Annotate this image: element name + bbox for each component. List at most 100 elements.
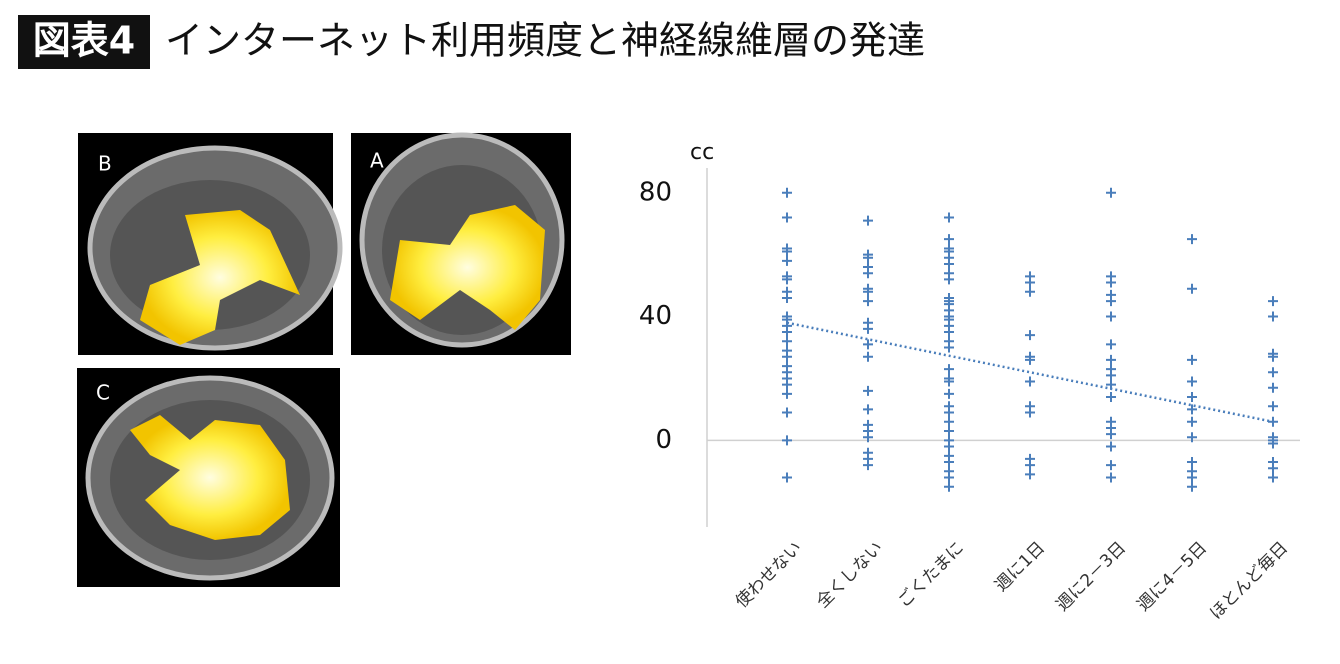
point (1106, 441, 1116, 452)
point (1106, 187, 1116, 198)
badge-bg (18, 15, 150, 69)
y-tick-label: 40 (639, 301, 672, 331)
point (1187, 404, 1197, 415)
y-tick-label: 80 (639, 177, 672, 207)
panel-label: A (370, 149, 384, 173)
point (1268, 416, 1278, 427)
brain-b: B (78, 133, 343, 355)
point (1025, 460, 1035, 471)
point (782, 187, 792, 198)
point (1025, 376, 1035, 387)
point (944, 364, 954, 375)
point (944, 441, 954, 452)
point (1268, 296, 1278, 307)
y-axis-label: cc (690, 140, 714, 165)
point (782, 379, 792, 390)
point (944, 376, 954, 387)
point (1268, 367, 1278, 378)
point (863, 432, 873, 443)
x-tick-label: ごくたまに (894, 538, 968, 612)
point (1025, 330, 1035, 341)
point (782, 292, 792, 303)
point (1268, 463, 1278, 474)
point (782, 472, 792, 483)
point (1106, 429, 1116, 440)
point (944, 327, 954, 338)
point (1025, 286, 1035, 297)
point (863, 296, 873, 307)
x-tick-label: 週に1日 (991, 538, 1049, 596)
point (782, 246, 792, 257)
point (1268, 351, 1278, 362)
point (782, 388, 792, 399)
point (1268, 438, 1278, 449)
point (944, 212, 954, 223)
point (944, 472, 954, 483)
point (944, 258, 954, 269)
point (944, 407, 954, 418)
x-tick-label: ほとんど毎日 (1206, 538, 1292, 624)
point (944, 234, 954, 245)
x-tick-label: 週に4－5日 (1134, 538, 1212, 616)
point (1106, 311, 1116, 322)
x-tick-label: 全くしない (813, 538, 887, 612)
point (1187, 354, 1197, 365)
point (1106, 354, 1116, 365)
point (1268, 382, 1278, 393)
point (1187, 234, 1197, 245)
point (1106, 472, 1116, 483)
point (863, 351, 873, 362)
point (782, 255, 792, 266)
point (944, 481, 954, 492)
point (944, 342, 954, 353)
point (863, 215, 873, 226)
x-tick-label: 週に2－3日 (1053, 538, 1131, 616)
point (782, 327, 792, 338)
point (863, 385, 873, 396)
point (1187, 481, 1197, 492)
brain-a: A (351, 132, 571, 355)
point (782, 336, 792, 347)
point (1187, 392, 1197, 403)
point (782, 351, 792, 362)
point (782, 212, 792, 223)
point (944, 426, 954, 437)
point (1025, 354, 1035, 365)
point (1106, 370, 1116, 381)
point (944, 416, 954, 427)
point (1268, 311, 1278, 322)
point (1268, 472, 1278, 483)
point (782, 435, 792, 446)
point (1106, 277, 1116, 288)
point (944, 274, 954, 285)
point (1025, 277, 1035, 288)
point (863, 323, 873, 334)
point (1187, 283, 1197, 294)
point (863, 339, 873, 350)
point (863, 286, 873, 297)
title: インターネット利用頻度と神経線維層の発達 (165, 19, 925, 63)
point (1187, 432, 1197, 443)
point (863, 252, 873, 263)
point (1106, 339, 1116, 350)
point (1106, 392, 1116, 403)
point (1187, 416, 1197, 427)
point (1187, 457, 1197, 468)
panel-label: B (98, 152, 112, 176)
point (863, 268, 873, 279)
point (863, 404, 873, 415)
x-tick-label: 使わせない (731, 537, 806, 612)
point (944, 388, 954, 399)
point (944, 457, 954, 468)
brain-c: C (77, 368, 340, 587)
point (782, 274, 792, 285)
point (1025, 407, 1035, 418)
badge: 図表4 (33, 19, 135, 63)
point (1025, 469, 1035, 480)
point (1187, 472, 1197, 483)
point (1106, 460, 1116, 471)
point (1268, 401, 1278, 412)
point (782, 407, 792, 418)
y-tick-label: 0 (655, 425, 672, 455)
